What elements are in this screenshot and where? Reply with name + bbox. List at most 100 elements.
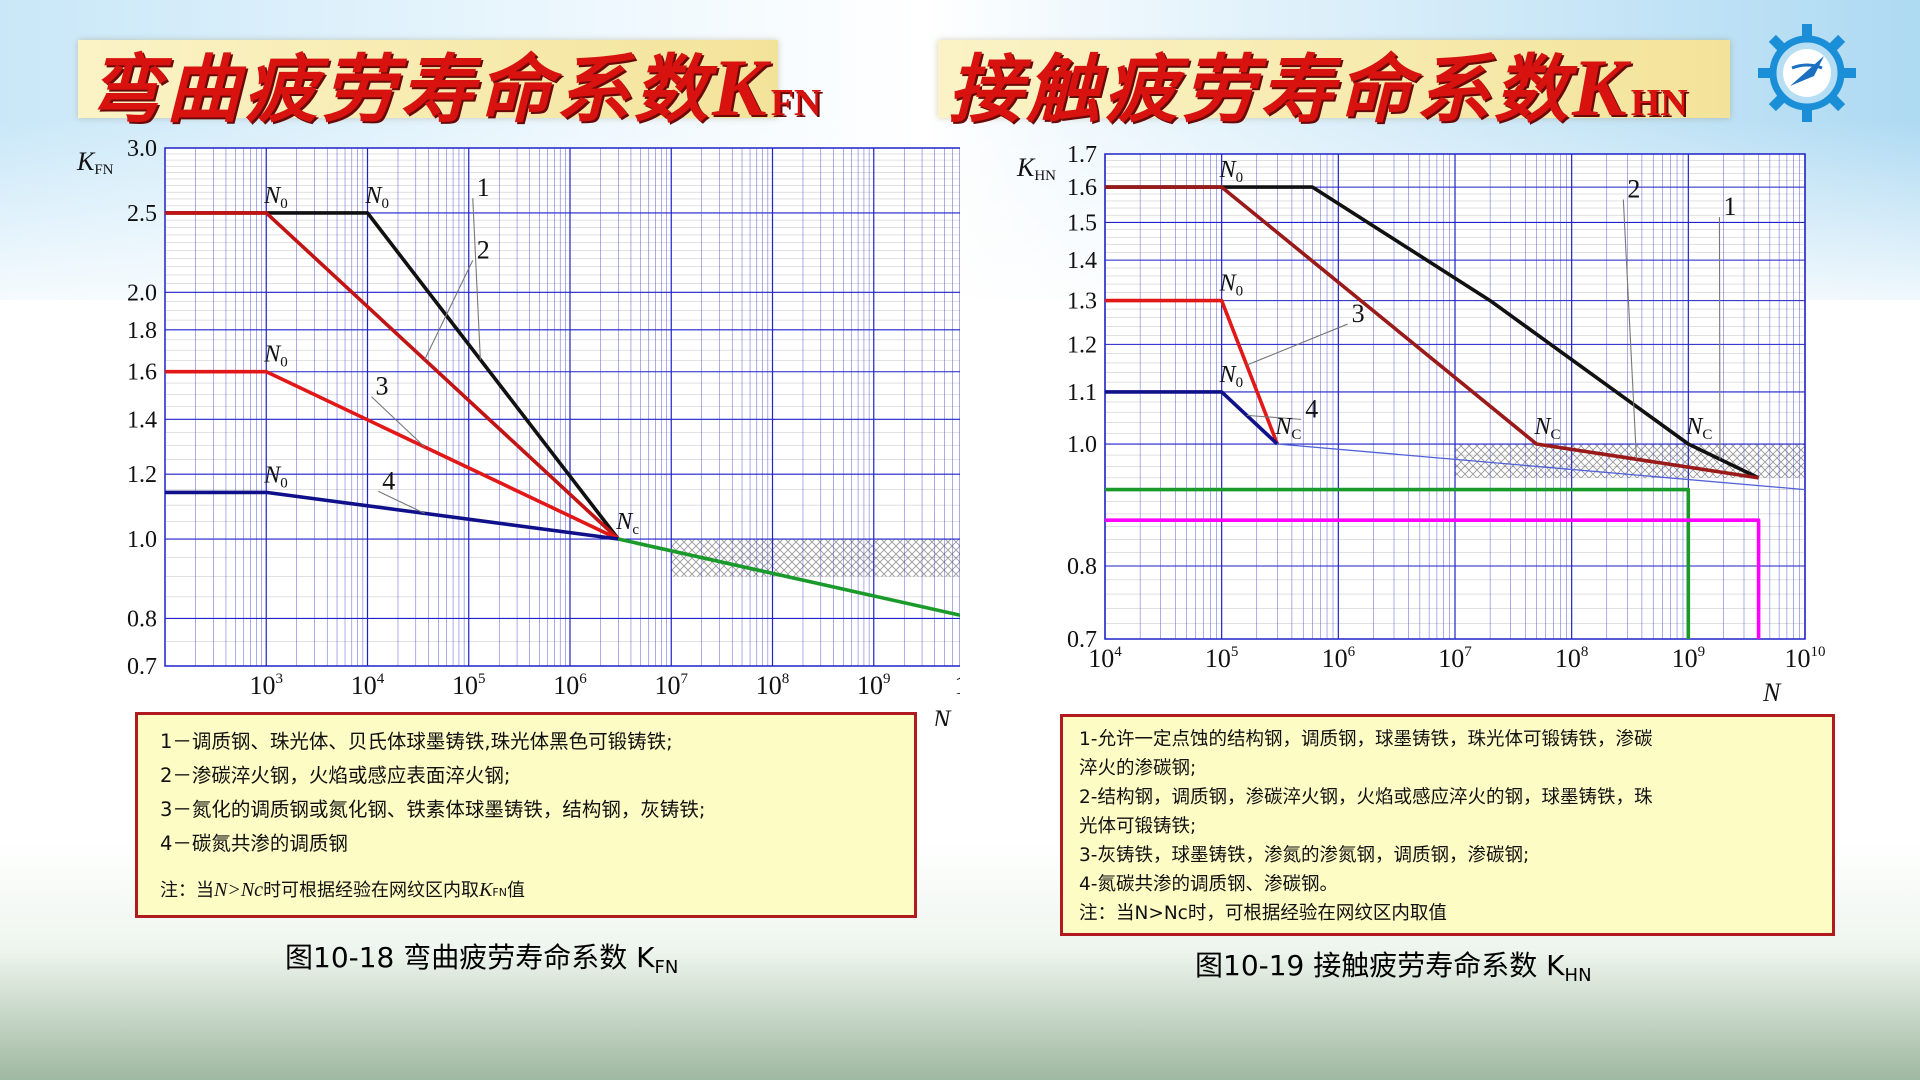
caption-right-text: 图10-19 接触疲劳寿命系数 K: [1195, 949, 1565, 982]
annotation-n: N: [263, 342, 282, 368]
x-tick-base: 10: [1088, 644, 1114, 673]
point-annotation: N0: [263, 462, 288, 491]
series-label: 1: [477, 173, 490, 202]
caption-right-sub: HN: [1564, 965, 1592, 986]
note-k: K: [479, 879, 493, 901]
point-annotation: N0: [263, 342, 288, 371]
series-leader-line: [371, 396, 426, 448]
legend-right: 1-允许一定点蚀的结构钢，调质钢，球墨铸铁，珠光体可锻铸铁，渗碳 淬火的渗碳钢;…: [1060, 714, 1835, 936]
x-tick-label: 105: [452, 671, 486, 700]
series-leader-line: [424, 260, 474, 360]
bending-fatigue-chart: 10310410510610710810910100.70.81.01.21.4…: [76, 136, 961, 726]
x-tick-exponent: 6: [579, 671, 587, 687]
series-label: 2: [477, 235, 490, 264]
series-label: 3: [376, 372, 389, 401]
y-tick-label: 1.7: [1067, 142, 1097, 168]
x-tick-base: 10: [955, 671, 961, 700]
y-tick-label: 1.6: [127, 360, 157, 386]
y-tick-label: 0.7: [127, 654, 157, 680]
x-tick-base: 10: [452, 671, 478, 700]
caption-left-text: 图10-18 弯曲疲劳寿命系数 K: [285, 941, 655, 974]
x-tick-label: 103: [250, 671, 284, 700]
annotation-n: N: [263, 462, 282, 488]
annotation-sub: 0: [382, 196, 390, 212]
series-leader-line: [472, 198, 481, 360]
series-line: [1105, 487, 1691, 639]
legend-right-note: 注：当N>Nc时，可根据经验在网纹区内取值: [1079, 903, 1447, 924]
x-tick-exponent: 5: [1231, 644, 1239, 660]
x-tick-label: 106: [1322, 644, 1356, 673]
note-condition: N>Nc: [214, 879, 264, 901]
legend-left: 1－调质钢、珠光体、贝氏体球墨铸铁,珠光体黑色可锻铸铁; 2－渗碳淬火钢，火焰或…: [135, 712, 917, 918]
title-left-text: 弯曲疲劳寿命系数: [88, 47, 712, 133]
hatched-region: [671, 539, 960, 577]
x-tick-label: 106: [553, 671, 587, 700]
y-tick-label: 1.4: [1067, 248, 1097, 274]
x-tick-exponent: 10: [1811, 644, 1826, 660]
y-axis-label-k: K: [1016, 153, 1036, 182]
x-tick-label: 1010: [955, 671, 961, 700]
annotation-sub: 0: [1236, 284, 1244, 300]
legend-right-line: 淬火的渗碳钢;: [1079, 758, 1197, 779]
annotation-sub: 0: [1236, 170, 1244, 186]
x-tick-exponent: 9: [1698, 644, 1706, 660]
x-tick-base: 10: [1205, 644, 1231, 673]
point-annotation: NC: [1685, 414, 1712, 443]
y-tick-label: 1.2: [127, 462, 157, 488]
title-left-sub: FN: [770, 82, 822, 124]
y-axis-label: KFN: [76, 147, 114, 178]
annotation-n: N: [615, 509, 634, 535]
point-annotation: N0: [1219, 271, 1244, 300]
x-tick-base: 10: [553, 671, 579, 700]
x-tick-label: 104: [351, 671, 385, 700]
y-tick-label: 3.0: [127, 136, 157, 162]
annotation-sub: C: [1702, 427, 1712, 443]
y-axis-label-k: K: [76, 147, 96, 176]
note-prefix: 注：当: [160, 880, 214, 901]
annotation-sub: 0: [280, 355, 288, 371]
x-tick-base: 10: [655, 671, 681, 700]
annotation-sub: 0: [280, 196, 288, 212]
point-annotation: N0: [263, 183, 288, 212]
figure-caption-right: 图10-19 接触疲劳寿命系数 KHN: [1195, 944, 1592, 986]
annotation-n: N: [1534, 414, 1553, 440]
x-tick-base: 10: [756, 671, 782, 700]
y-tick-label: 1.0: [127, 527, 157, 553]
series-line: [165, 490, 619, 541]
x-tick-exponent: 7: [1464, 644, 1472, 660]
series-label: 4: [382, 466, 395, 495]
y-tick-label: 1.0: [1067, 432, 1097, 458]
x-tick-label: 1010: [1785, 644, 1826, 673]
title-left-k: K: [712, 42, 771, 133]
x-tick-exponent: 8: [782, 671, 790, 687]
y-tick-label: 1.6: [1067, 175, 1097, 201]
series-line: [165, 211, 620, 541]
x-tick-base: 10: [1555, 644, 1581, 673]
x-tick-exponent: 9: [883, 671, 891, 687]
point-annotation: N0: [1219, 362, 1244, 391]
contact-fatigue-chart: 104 105 106 107 108 109 10100.70.81.01.11.21.3…: [1016, 142, 1826, 707]
x-tick-exponent: 4: [377, 671, 385, 687]
note-suffix: 值: [506, 880, 525, 901]
x-tick-exponent: 6: [1348, 644, 1356, 660]
annotation-n: N: [1219, 157, 1238, 183]
series-line: [1277, 443, 1806, 491]
y-axis-label: KHN: [1016, 153, 1056, 184]
annotation-sub: 0: [280, 475, 288, 491]
annotation-sub: 0: [1236, 375, 1244, 391]
x-tick-exponent: 4: [1114, 644, 1122, 660]
x-tick-label: 107: [1438, 644, 1472, 673]
legend-right-line: 1-允许一定点蚀的结构钢，调质钢，球墨铸铁，珠光体可锻铸铁，渗碳: [1079, 729, 1653, 750]
legend-right-line: 光体可锻铸铁;: [1079, 816, 1197, 837]
title-band-right: [938, 40, 1730, 118]
title-band-left: [78, 40, 778, 118]
y-tick-label: 1.4: [127, 407, 157, 433]
series-label: 3: [1352, 299, 1365, 328]
x-tick-base: 10: [250, 671, 276, 700]
y-tick-label: 1.1: [1067, 380, 1097, 406]
series-leader-line: [1622, 199, 1638, 460]
x-tick-label: 108: [1555, 644, 1589, 673]
y-tick-label: 0.7: [1067, 627, 1097, 653]
series-leader-line: [1246, 414, 1302, 420]
annotation-sub: C: [1551, 427, 1561, 443]
